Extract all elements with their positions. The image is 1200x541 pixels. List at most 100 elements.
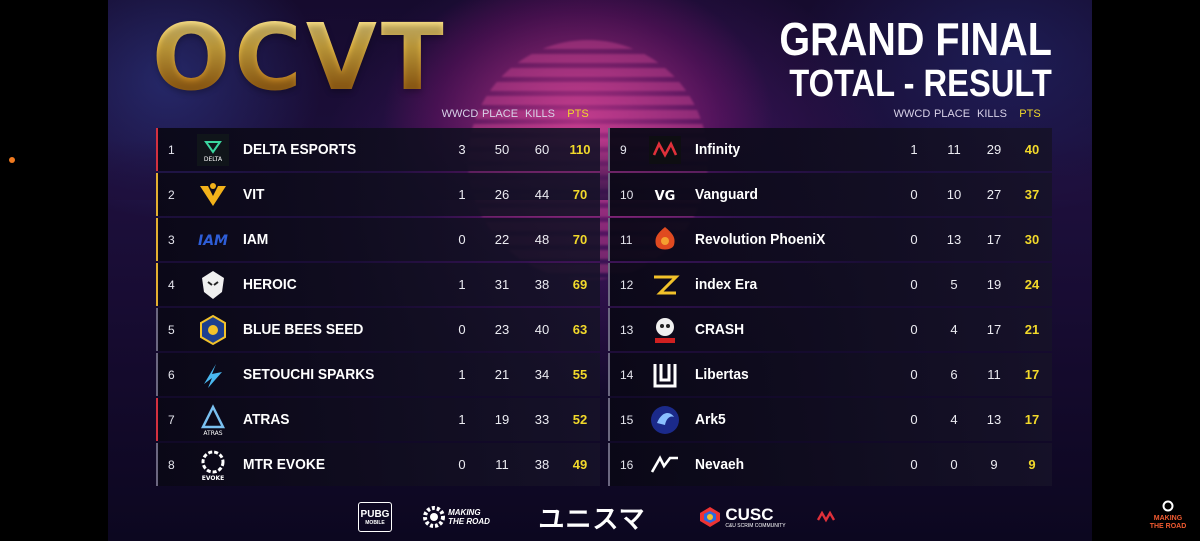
phoenix-logo-icon — [648, 223, 682, 257]
wwcd-value: 0 — [910, 277, 918, 292]
header-kills: KILLS — [977, 108, 1007, 120]
infinity-logo-icon — [648, 133, 682, 167]
gear-icon — [1162, 500, 1174, 512]
vanguard-logo-icon: VG — [648, 178, 682, 212]
kills-value: 33 — [534, 412, 550, 427]
rank-number: 4 — [168, 277, 175, 292]
place-value: 6 — [950, 367, 958, 382]
kills-value: 19 — [986, 277, 1002, 292]
team-row: 11 Revolution PhoeniX 0 13 17 30 — [608, 218, 1052, 261]
corner-line2: THE ROAD — [1149, 523, 1187, 530]
points-value: 70 — [572, 232, 588, 247]
team-name: index Era — [695, 276, 758, 293]
team-name: DELTA ESPORTS — [243, 141, 357, 158]
kills-value: 38 — [534, 277, 550, 292]
wwcd-value: 0 — [910, 187, 918, 202]
points-value: 110 — [569, 142, 591, 157]
team-name: IAM — [243, 231, 269, 248]
place-value: 0 — [950, 457, 958, 472]
atras-logo-icon: ATRAS — [196, 403, 230, 437]
corner-line1: MAKING — [1153, 515, 1183, 522]
orange-dot — [9, 157, 15, 163]
wwcd-value: 1 — [458, 187, 466, 202]
team-row: 2 VIT 1 26 44 70 — [156, 173, 600, 216]
kills-value: 9 — [990, 457, 998, 472]
team-name: Libertas — [695, 366, 749, 383]
rank-number: 5 — [168, 322, 175, 337]
points-value: 17 — [1024, 412, 1040, 427]
kills-value: 13 — [986, 412, 1002, 427]
unisuma-logo: ユニスマ — [538, 503, 646, 534]
mtr-line2: THE ROAD — [448, 517, 490, 526]
rank-number: 10 — [620, 187, 634, 202]
standings-table-left: 1 DELTA DELTA ESPORTS 3 50 60 110 2 VIT 1 26 44 70 3 I… — [156, 128, 600, 488]
kills-value: 40 — [534, 322, 550, 337]
place-value: 23 — [494, 322, 510, 337]
rank-number: 3 — [168, 232, 175, 247]
kills-value: 44 — [534, 187, 550, 202]
points-value: 52 — [572, 412, 588, 427]
wwcd-value: 1 — [458, 277, 466, 292]
wwcd-value: 3 — [458, 142, 466, 157]
svg-text:ATRAS: ATRAS — [203, 430, 222, 437]
kills-value: 38 — [534, 457, 550, 472]
results-graphic: OCVT GRAND FINAL TOTAL - RESULT WWCD PLA… — [108, 0, 1092, 541]
team-row: 3 IAM IAM 0 22 48 70 — [156, 218, 600, 261]
place-value: 31 — [494, 277, 510, 292]
place-value: 13 — [946, 232, 962, 247]
delta-logo-icon: DELTA — [196, 133, 230, 167]
crash-logo-icon — [648, 313, 682, 347]
place-value: 50 — [494, 142, 510, 157]
team-row: 8 EVOKE MTR EVOKE 0 11 38 49 — [156, 443, 600, 486]
place-value: 4 — [950, 322, 958, 337]
infinity-sponsor-icon — [814, 502, 838, 532]
pubg-text: PUBG — [360, 508, 390, 520]
points-value: 63 — [572, 322, 588, 337]
place-value: 10 — [946, 187, 962, 202]
ark5-logo-icon — [648, 403, 682, 437]
header-pts: PTS — [1019, 108, 1041, 120]
wwcd-value: 0 — [910, 367, 918, 382]
header-place: PLACE — [481, 108, 519, 120]
team-name: Vanguard — [695, 186, 758, 203]
right-column-headers: WWCD PLACE KILLS PTS — [608, 108, 1052, 124]
wwcd-value: 0 — [458, 232, 466, 247]
place-value: 11 — [947, 142, 961, 157]
team-row: 16 Nevaeh 0 0 9 9 — [608, 443, 1052, 486]
team-row: 15 Ark5 0 4 13 17 — [608, 398, 1052, 441]
place-value: 21 — [494, 367, 510, 382]
wwcd-value: 0 — [910, 322, 918, 337]
team-name: MTR EVOKE — [243, 456, 326, 473]
team-row: 10 VG Vanguard 0 10 27 37 — [608, 173, 1052, 216]
kills-value: 48 — [534, 232, 550, 247]
kills-value: 60 — [534, 142, 550, 157]
vit-logo-icon — [196, 178, 230, 212]
rank-number: 6 — [168, 367, 175, 382]
team-row: 14 Libertas 0 6 11 17 — [608, 353, 1052, 396]
heroic-logo-icon — [196, 268, 230, 302]
place-value: 11 — [495, 457, 509, 472]
rank-number: 13 — [620, 322, 634, 337]
cusc-emblem-icon — [700, 507, 721, 527]
svg-text:DELTA: DELTA — [204, 156, 223, 163]
points-value: 9 — [1028, 457, 1036, 472]
rank-number: 14 — [620, 367, 634, 382]
team-name: Ark5 — [695, 411, 726, 428]
team-name: Infinity — [695, 141, 741, 158]
points-value: 21 — [1024, 322, 1040, 337]
header-pts: PTS — [567, 108, 589, 120]
points-value: 30 — [1024, 232, 1040, 247]
header-wwcd: WWCD — [893, 108, 931, 120]
rank-number: 16 — [620, 457, 634, 472]
title-block: GRAND FINAL TOTAL - RESULT — [735, 14, 1052, 104]
nevaeh-logo-icon — [648, 448, 682, 482]
wwcd-value: 0 — [910, 412, 918, 427]
kills-value: 17 — [986, 322, 1002, 337]
header-place: PLACE — [933, 108, 971, 120]
points-value: 69 — [572, 277, 588, 292]
team-name: SETOUCHI SPARKS — [243, 366, 375, 383]
kills-value: 29 — [986, 142, 1002, 157]
sponsor-bar: PUBG MOBILE MAKING THE ROAD ユニスマ CUSC C&… — [108, 496, 1092, 536]
making-the-road-logo: MAKING THE ROAD — [420, 502, 492, 532]
gear-icon — [423, 506, 446, 528]
